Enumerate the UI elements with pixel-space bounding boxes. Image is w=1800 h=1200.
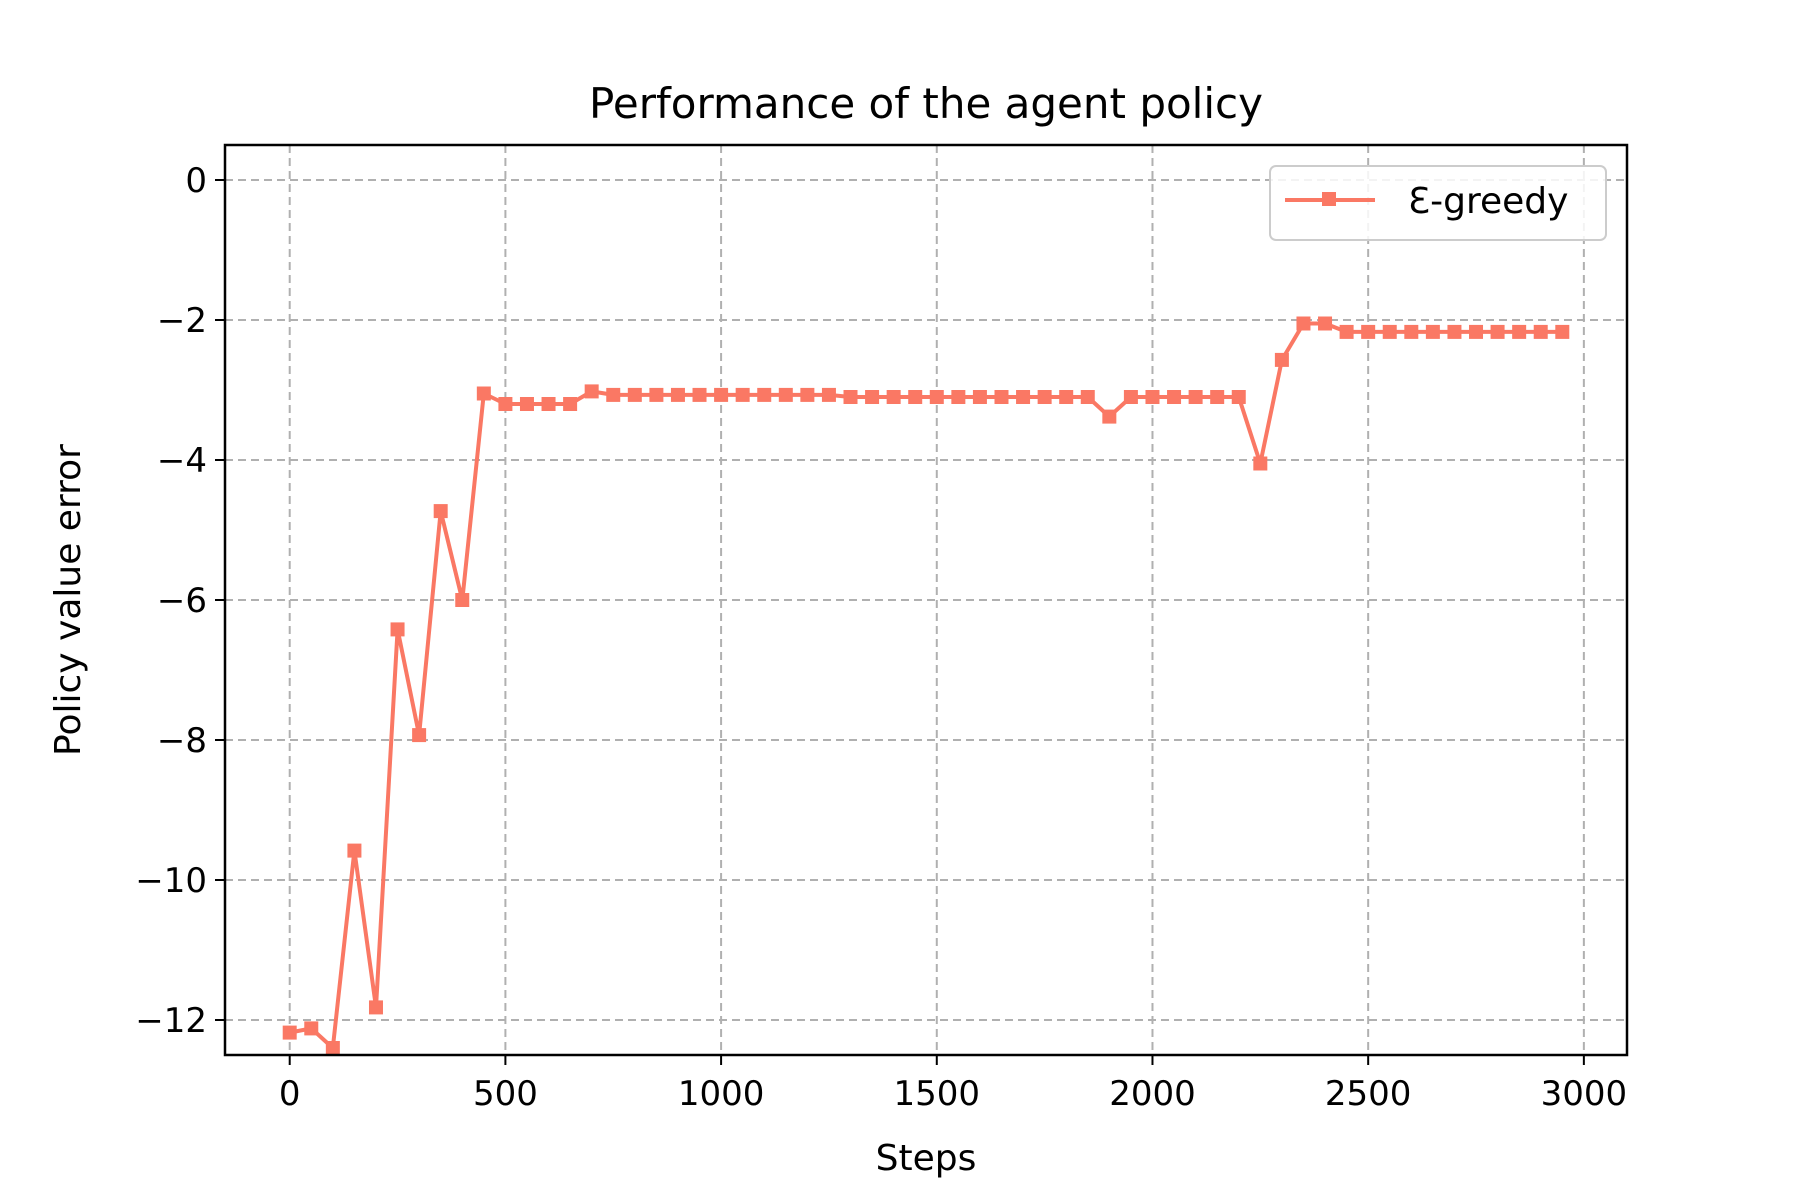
data-point-marker xyxy=(821,387,836,402)
data-point-marker xyxy=(1512,324,1527,339)
data-point-marker xyxy=(347,843,362,858)
data-point-marker xyxy=(1059,390,1074,404)
data-point-marker xyxy=(1555,324,1570,339)
data-point-marker xyxy=(1318,316,1333,331)
x-tick-label: 3000 xyxy=(1541,1074,1628,1114)
data-point-marker xyxy=(1469,324,1484,339)
data-point-marker xyxy=(1253,456,1268,471)
data-point-marker xyxy=(929,390,944,404)
legend-box xyxy=(1269,165,1607,241)
data-point-marker xyxy=(778,387,793,402)
y-tick-label: −8 xyxy=(157,721,207,761)
x-tick-label: 2500 xyxy=(1325,1074,1412,1114)
data-point-marker xyxy=(994,390,1009,404)
data-point-marker xyxy=(1210,390,1225,404)
x-tick-label: 500 xyxy=(473,1074,538,1114)
data-point-marker xyxy=(1382,324,1397,339)
x-tick-label: 2000 xyxy=(1109,1074,1196,1114)
data-point-marker xyxy=(584,384,599,399)
grid xyxy=(225,145,1627,1055)
data-point-marker xyxy=(735,387,750,402)
data-point-marker xyxy=(1361,324,1376,339)
data-point-marker xyxy=(1080,390,1095,404)
legend-label: Ɛ-greedy xyxy=(1408,181,1568,222)
data-point-marker xyxy=(563,397,578,411)
data-point-marker xyxy=(304,1021,319,1036)
data-point-marker xyxy=(1339,324,1354,339)
data-point-marker xyxy=(1490,324,1505,339)
data-point-marker xyxy=(1533,324,1548,339)
data-point-marker xyxy=(1145,390,1160,404)
data-point-marker xyxy=(951,390,966,404)
data-point-marker xyxy=(455,593,470,607)
data-point-marker xyxy=(476,386,491,401)
data-point-marker xyxy=(1167,390,1182,404)
data-point-marker xyxy=(972,390,987,404)
data-point-marker xyxy=(1016,390,1031,404)
y-tick-label: −4 xyxy=(157,441,207,481)
y-tick-label: −12 xyxy=(135,1001,207,1041)
data-point-marker xyxy=(282,1025,297,1040)
data-point-marker xyxy=(325,1041,340,1055)
y-axis-title: Policy value error xyxy=(48,444,89,756)
data-point-marker xyxy=(714,387,729,402)
data-point-marker xyxy=(498,397,513,411)
data-point-marker xyxy=(519,397,534,411)
data-point-marker xyxy=(886,390,901,404)
data-point-marker xyxy=(1274,352,1289,367)
data-point-marker xyxy=(412,728,427,743)
x-tick-label: 0 xyxy=(279,1074,301,1114)
data-point-marker xyxy=(1188,390,1203,404)
data-point-marker xyxy=(843,390,858,404)
legend-marker xyxy=(1322,192,1336,206)
data-point-marker xyxy=(541,397,556,411)
data-point-marker xyxy=(1296,316,1311,331)
data-point-marker xyxy=(390,622,405,637)
data-point-marker xyxy=(1037,390,1052,404)
data-point-marker xyxy=(433,504,448,519)
y-tick-label: −6 xyxy=(157,581,207,621)
chart-title: Performance of the agent policy xyxy=(589,79,1263,128)
data-point-marker xyxy=(800,387,815,402)
data-point-marker xyxy=(908,390,923,404)
y-tick-label: −2 xyxy=(157,301,207,341)
data-point-marker xyxy=(1447,324,1462,339)
data-point-marker xyxy=(606,387,621,402)
data-point-marker xyxy=(649,387,664,402)
data-point-marker xyxy=(1231,390,1246,404)
data-point-marker xyxy=(627,387,642,402)
series-layer xyxy=(282,316,1570,1055)
data-point-marker xyxy=(368,1000,383,1015)
x-axis-title: Steps xyxy=(876,1138,977,1179)
data-point-marker xyxy=(865,390,880,404)
axis-ticks: 0 500 1000 1500 2000 2500 3000 0 −2 −4 −6 −8 −10 −12 xyxy=(135,161,1627,1114)
data-point-marker xyxy=(1102,409,1117,424)
legend: Ɛ-greedy xyxy=(1269,165,1607,241)
data-point-marker xyxy=(670,387,685,402)
data-point-marker xyxy=(1123,390,1138,404)
y-tick-label: −10 xyxy=(135,861,207,901)
data-point-marker xyxy=(1404,324,1419,339)
x-tick-label: 1000 xyxy=(678,1074,765,1114)
data-point-marker xyxy=(692,387,707,402)
data-point-marker xyxy=(1425,324,1440,339)
x-tick-label: 1500 xyxy=(894,1074,981,1114)
y-tick-label: 0 xyxy=(185,161,207,201)
data-point-marker xyxy=(757,387,772,402)
